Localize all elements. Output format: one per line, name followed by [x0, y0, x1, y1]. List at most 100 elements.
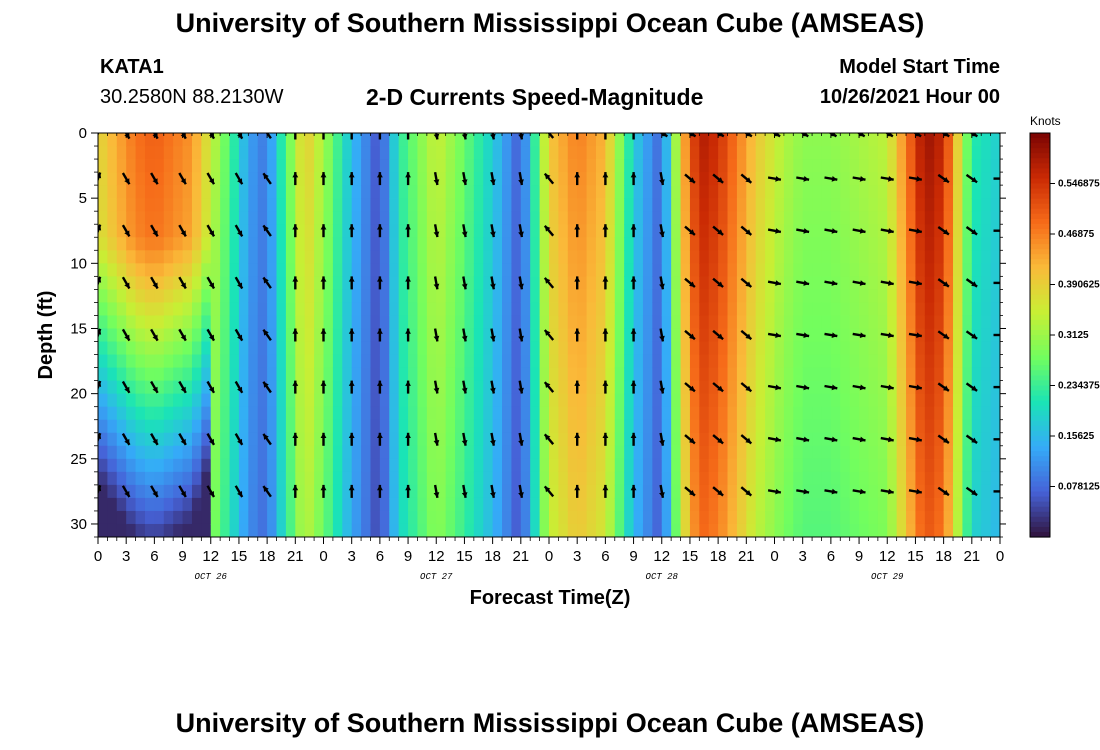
colorbar-segment [1030, 228, 1050, 235]
heatmap-cell [398, 341, 409, 356]
current-arrow [880, 280, 894, 286]
heatmap-cell [135, 367, 146, 382]
heatmap-cell [746, 341, 757, 356]
heatmap-cell [530, 510, 541, 525]
heatmap-cell [201, 484, 212, 499]
heatmap-cell [652, 289, 663, 304]
heatmap-cell [229, 367, 240, 382]
heatmap-cell [877, 510, 888, 525]
current-arrow [993, 438, 1000, 441]
heatmap-cell [332, 484, 343, 499]
heatmap-cell [248, 302, 259, 317]
heatmap-cell [426, 497, 437, 512]
heatmap-cell [962, 510, 973, 525]
current-arrow [574, 432, 581, 446]
day-label: OCT 26 [195, 572, 228, 582]
heatmap-cell [934, 263, 945, 277]
heatmap-cell [135, 380, 146, 395]
heatmap-cell [812, 380, 823, 395]
heatmap-cell [98, 484, 108, 499]
heatmap-cell [173, 471, 184, 486]
heatmap-cell [379, 367, 390, 382]
heatmap-cell [191, 224, 202, 238]
heatmap-cell [981, 497, 992, 512]
arrow-head [180, 178, 186, 185]
heatmap-cell [445, 497, 456, 512]
heatmap-cell [830, 198, 841, 212]
heatmap-cell [361, 510, 372, 525]
arrow-head [916, 436, 922, 443]
heatmap-cell [577, 367, 588, 382]
heatmap-cell [351, 328, 362, 343]
heatmap-cell [295, 185, 306, 199]
current-arrow [405, 276, 411, 290]
heatmap-cell [549, 211, 559, 225]
heatmap-cell [624, 146, 635, 160]
heatmap-cell [783, 224, 794, 238]
heatmap-cell [642, 393, 653, 408]
heatmap-cell [915, 133, 926, 147]
colorbar-segment [1030, 410, 1050, 417]
heatmap-cell [633, 497, 644, 512]
heatmap-cell [220, 133, 231, 147]
heatmap-cell [455, 458, 466, 473]
heatmap-cell [765, 471, 776, 486]
heatmap-cell [962, 250, 973, 264]
heatmap-cell [267, 393, 278, 408]
arrow-head [659, 335, 665, 342]
current-arrow [461, 432, 468, 446]
heatmap-cell [426, 523, 437, 537]
arrow-head [630, 380, 637, 386]
heatmap-cell [304, 315, 315, 330]
heatmap-cell [417, 198, 428, 212]
current-arrow [796, 488, 810, 495]
heatmap-cell [426, 302, 437, 317]
heatmap-cell [295, 458, 306, 473]
heatmap-cell [849, 133, 860, 147]
heatmap-cell [314, 445, 325, 460]
heatmap-cell [389, 263, 400, 277]
heatmap-cell [689, 276, 700, 290]
heatmap-cell [727, 133, 738, 147]
heatmap-cell [154, 445, 165, 460]
current-arrow [852, 436, 866, 443]
heatmap-cell [351, 224, 362, 238]
heatmap-cell [558, 315, 569, 330]
heatmap-cell [924, 380, 935, 395]
heatmap-cell [220, 471, 231, 486]
heatmap-cell [558, 276, 569, 290]
heatmap-cell [323, 484, 334, 499]
heatmap-cell [248, 315, 259, 330]
heatmap-cell [267, 198, 278, 212]
heatmap-cell [182, 263, 193, 277]
arrow-head [831, 384, 838, 391]
current-arrow [574, 380, 581, 394]
heatmap-cell [539, 432, 550, 447]
heatmap-cell [765, 198, 776, 212]
heatmap-cell [924, 419, 935, 434]
heatmap-cell [859, 445, 870, 460]
heatmap-cell [924, 302, 935, 317]
heatmap-cell [267, 146, 278, 160]
heatmap-cell [567, 263, 578, 277]
heatmap-cell [530, 367, 541, 382]
heatmap-cell [464, 198, 475, 212]
current-arrow [574, 172, 581, 186]
heatmap-cell [201, 224, 212, 238]
heatmap-cell [295, 276, 306, 290]
heatmap-cell [276, 146, 287, 160]
heatmap-cell [680, 328, 691, 343]
heatmap-cell [971, 133, 982, 147]
heatmap-cell [633, 146, 644, 160]
heatmap-cell [314, 523, 325, 537]
heatmap-cell [934, 133, 945, 147]
heatmap-cell [455, 211, 466, 225]
heatmap-cell [661, 172, 672, 186]
heatmap-cell [173, 198, 184, 212]
heatmap-cell [624, 185, 635, 199]
current-arrow [965, 278, 978, 288]
heatmap-cell [896, 198, 907, 212]
x-tick-label: 18 [710, 548, 727, 565]
arrow-head [433, 492, 440, 498]
heatmap-cell [361, 458, 372, 473]
